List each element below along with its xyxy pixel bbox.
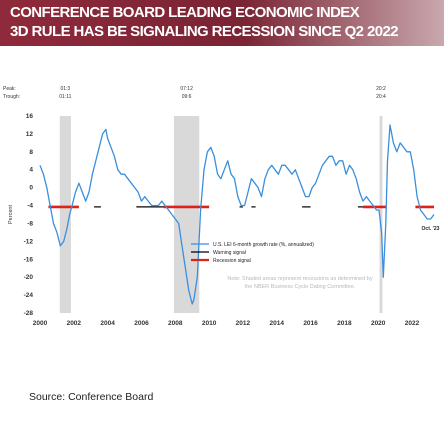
recession-peak-date: 01:3 (60, 86, 70, 92)
legend-label: U.S. LEI 6-month growth rate (%, annuali… (213, 242, 314, 248)
trough-label: Trough: (3, 94, 20, 100)
x-tick-label: 2004 (100, 320, 115, 327)
x-tick-label: 2008 (168, 320, 183, 327)
y-tick-label: -4 (27, 203, 33, 210)
y-axis-label: Percent (8, 205, 14, 224)
x-tick-label: 2006 (134, 320, 149, 327)
peak-label: Peak: (3, 86, 16, 92)
oct-23-annotation: Oct. '23 (422, 226, 440, 232)
recession-trough-date: 09:6 (182, 94, 192, 100)
x-tick-label: 2014 (270, 320, 285, 327)
banner-title-line-2: 3D RULE HAS BE SIGNALING RECESSION SINCE… (10, 23, 399, 40)
x-tick-label: 2000 (33, 320, 48, 327)
chart-note-line-2: the NBER Business Cycle Dating Committee… (245, 284, 356, 290)
x-tick-label: 2010 (202, 320, 217, 327)
x-tick-label: 2016 (303, 320, 318, 327)
x-tick-label: 2002 (67, 320, 82, 327)
header-banner: CONFERENCE BOARD LEADING ECONOMIC INDEX … (0, 0, 444, 46)
chart-note-line-1: Note: Shaded areas represent recessions … (227, 276, 372, 282)
banner-title-line-1: CONFERENCE BOARD LEADING ECONOMIC INDEX (10, 4, 360, 21)
recession-peak-date: 07:12 (180, 86, 193, 92)
x-tick-label: 2022 (405, 320, 420, 327)
recession-trough-date: 01:11 (59, 94, 71, 100)
y-tick-label: 8 (29, 149, 33, 156)
x-tick-label: 2020 (371, 320, 386, 327)
recession-shade (59, 116, 71, 313)
lei-series-line (39, 124, 435, 305)
y-tick-label: -12 (24, 238, 34, 245)
x-tick-label: 2012 (236, 320, 251, 327)
y-tick-label: -8 (27, 220, 33, 227)
recession-peak-date: 20:2 (376, 86, 386, 92)
recession-shade (173, 116, 200, 313)
recession-shade (379, 116, 383, 313)
x-tick-label: 2018 (337, 320, 352, 327)
y-tick-label: -20 (24, 274, 34, 281)
y-tick-label: 4 (29, 167, 33, 174)
lei-chart: Peak: Trough: 01:3 01:11 07:12 09:6 20:2 20:4 -2… (3, 86, 440, 327)
chart-container: Peak: Trough: 01:3 01:11 07:12 09:6 20:2 20:4 -2… (0, 80, 444, 332)
legend-label: Recession signal (213, 258, 251, 264)
y-tick-label: 12 (26, 131, 34, 138)
y-tick-label: -16 (24, 256, 34, 263)
source-note: Source: Conference Board (29, 391, 154, 403)
y-tick-label: -24 (24, 292, 34, 299)
y-tick-label: 0 (29, 185, 33, 192)
y-tick-label: -28 (24, 310, 34, 317)
legend-label: Warning signal (213, 250, 246, 256)
recession-trough-date: 20:4 (376, 94, 386, 100)
y-tick-label: 16 (26, 113, 34, 120)
